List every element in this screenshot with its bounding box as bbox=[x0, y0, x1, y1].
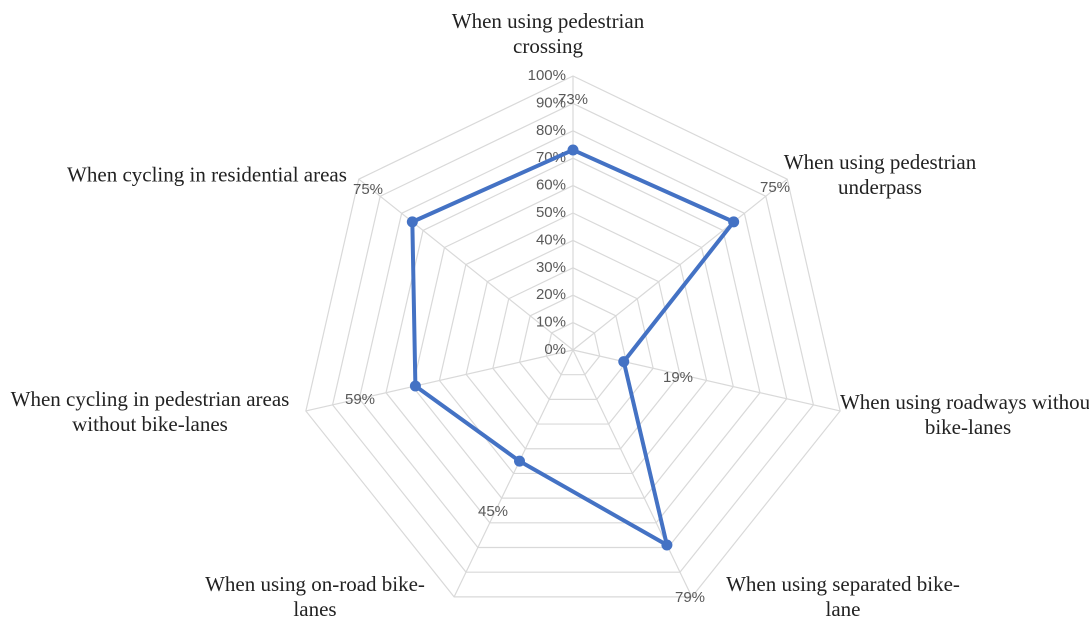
axis-spoke bbox=[358, 178, 574, 351]
tick-label: 80% bbox=[536, 122, 566, 139]
grid-ring bbox=[518, 294, 628, 400]
category-label: When using pedestrian underpass bbox=[783, 150, 977, 199]
axis-spoke bbox=[305, 349, 574, 412]
grid-ring bbox=[385, 157, 761, 524]
grid-ring bbox=[305, 75, 841, 598]
grid-ring bbox=[412, 184, 734, 499]
tick-label: 40% bbox=[536, 231, 566, 248]
value-label: 73% bbox=[558, 91, 588, 108]
tick-label: 60% bbox=[536, 177, 566, 194]
category-label: When using on-road bike-lanes bbox=[205, 572, 425, 621]
axis-spoke bbox=[453, 349, 574, 598]
value-label: 19% bbox=[663, 369, 693, 386]
tick-label: 20% bbox=[536, 286, 566, 303]
tick-label: 50% bbox=[536, 204, 566, 221]
tick-label: 30% bbox=[536, 259, 566, 276]
value-label: 45% bbox=[478, 503, 508, 520]
grid-ring bbox=[465, 239, 681, 450]
category-label: When using roadways without bike-lanes bbox=[839, 390, 1089, 439]
axis-spoke bbox=[572, 349, 693, 598]
axis-spoke bbox=[572, 349, 841, 412]
data-point bbox=[406, 216, 418, 228]
axis-spoke bbox=[572, 178, 788, 351]
value-label: 59% bbox=[345, 391, 375, 408]
grid-ring bbox=[331, 102, 815, 573]
series-line bbox=[410, 147, 736, 548]
tick-label: 90% bbox=[536, 94, 566, 111]
grid-ring bbox=[492, 267, 654, 425]
category-label: When using pedestrian crossing bbox=[451, 9, 645, 58]
data-point bbox=[661, 539, 673, 551]
value-label: 75% bbox=[353, 181, 383, 198]
tick-label: 100% bbox=[528, 67, 566, 84]
grid-ring bbox=[358, 130, 788, 549]
data-point bbox=[567, 144, 579, 156]
data-point bbox=[409, 380, 421, 392]
value-label: 79% bbox=[675, 589, 705, 606]
grid-ring bbox=[545, 321, 601, 376]
data-point bbox=[728, 216, 740, 228]
category-label: When cycling in residential areas bbox=[67, 162, 347, 187]
tick-label: 0% bbox=[544, 341, 566, 358]
tick-label: 10% bbox=[536, 314, 566, 331]
category-label: When cycling in pedestrian areas without… bbox=[10, 387, 290, 436]
data-point bbox=[514, 455, 526, 467]
data-point bbox=[618, 356, 630, 368]
category-label: When using separated bike-lane bbox=[726, 572, 960, 621]
value-label: 75% bbox=[760, 179, 790, 196]
